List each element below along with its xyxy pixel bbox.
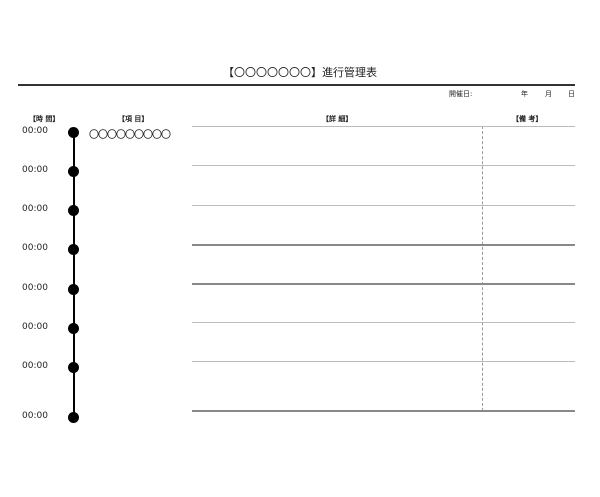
timeline-dot	[68, 362, 79, 373]
time-label: 00:00	[22, 243, 48, 253]
time-label: 00:00	[22, 411, 48, 421]
row-line	[192, 322, 575, 323]
row-line	[192, 283, 575, 285]
time-label: 00:00	[22, 126, 48, 136]
header-item: 【項 目】	[118, 115, 149, 123]
timeline-dot	[68, 323, 79, 334]
column-divider	[482, 126, 483, 411]
timeline-dot	[68, 284, 79, 295]
timeline-dot	[68, 127, 79, 138]
header-detail: 【詳 細】	[322, 115, 353, 123]
date-year: 年	[521, 90, 528, 98]
page-title: 【〇〇〇〇〇〇〇】進行管理表	[223, 66, 377, 79]
title-rule	[18, 84, 575, 86]
timeline-dot	[68, 166, 79, 177]
timeline	[73, 132, 75, 417]
date-month: 月	[545, 90, 552, 98]
time-label: 00:00	[22, 361, 48, 371]
row-line	[192, 410, 575, 412]
date-label: 開催日:	[449, 90, 473, 98]
date-day: 日	[568, 90, 575, 98]
time-label: 00:00	[22, 283, 48, 293]
row-line	[192, 165, 575, 166]
item-text: 〇〇〇〇〇〇〇〇〇	[89, 130, 171, 141]
row-line	[192, 244, 575, 246]
time-label: 00:00	[22, 165, 48, 175]
timeline-dot	[68, 205, 79, 216]
timeline-dot	[68, 244, 79, 255]
header-note: 【備 考】	[512, 115, 543, 123]
row-line	[192, 361, 575, 362]
time-label: 00:00	[22, 322, 48, 332]
header-time: 【時 間】	[29, 115, 60, 123]
row-line	[192, 205, 575, 206]
time-label: 00:00	[22, 204, 48, 214]
timeline-dot	[68, 412, 79, 423]
row-line	[192, 126, 575, 127]
